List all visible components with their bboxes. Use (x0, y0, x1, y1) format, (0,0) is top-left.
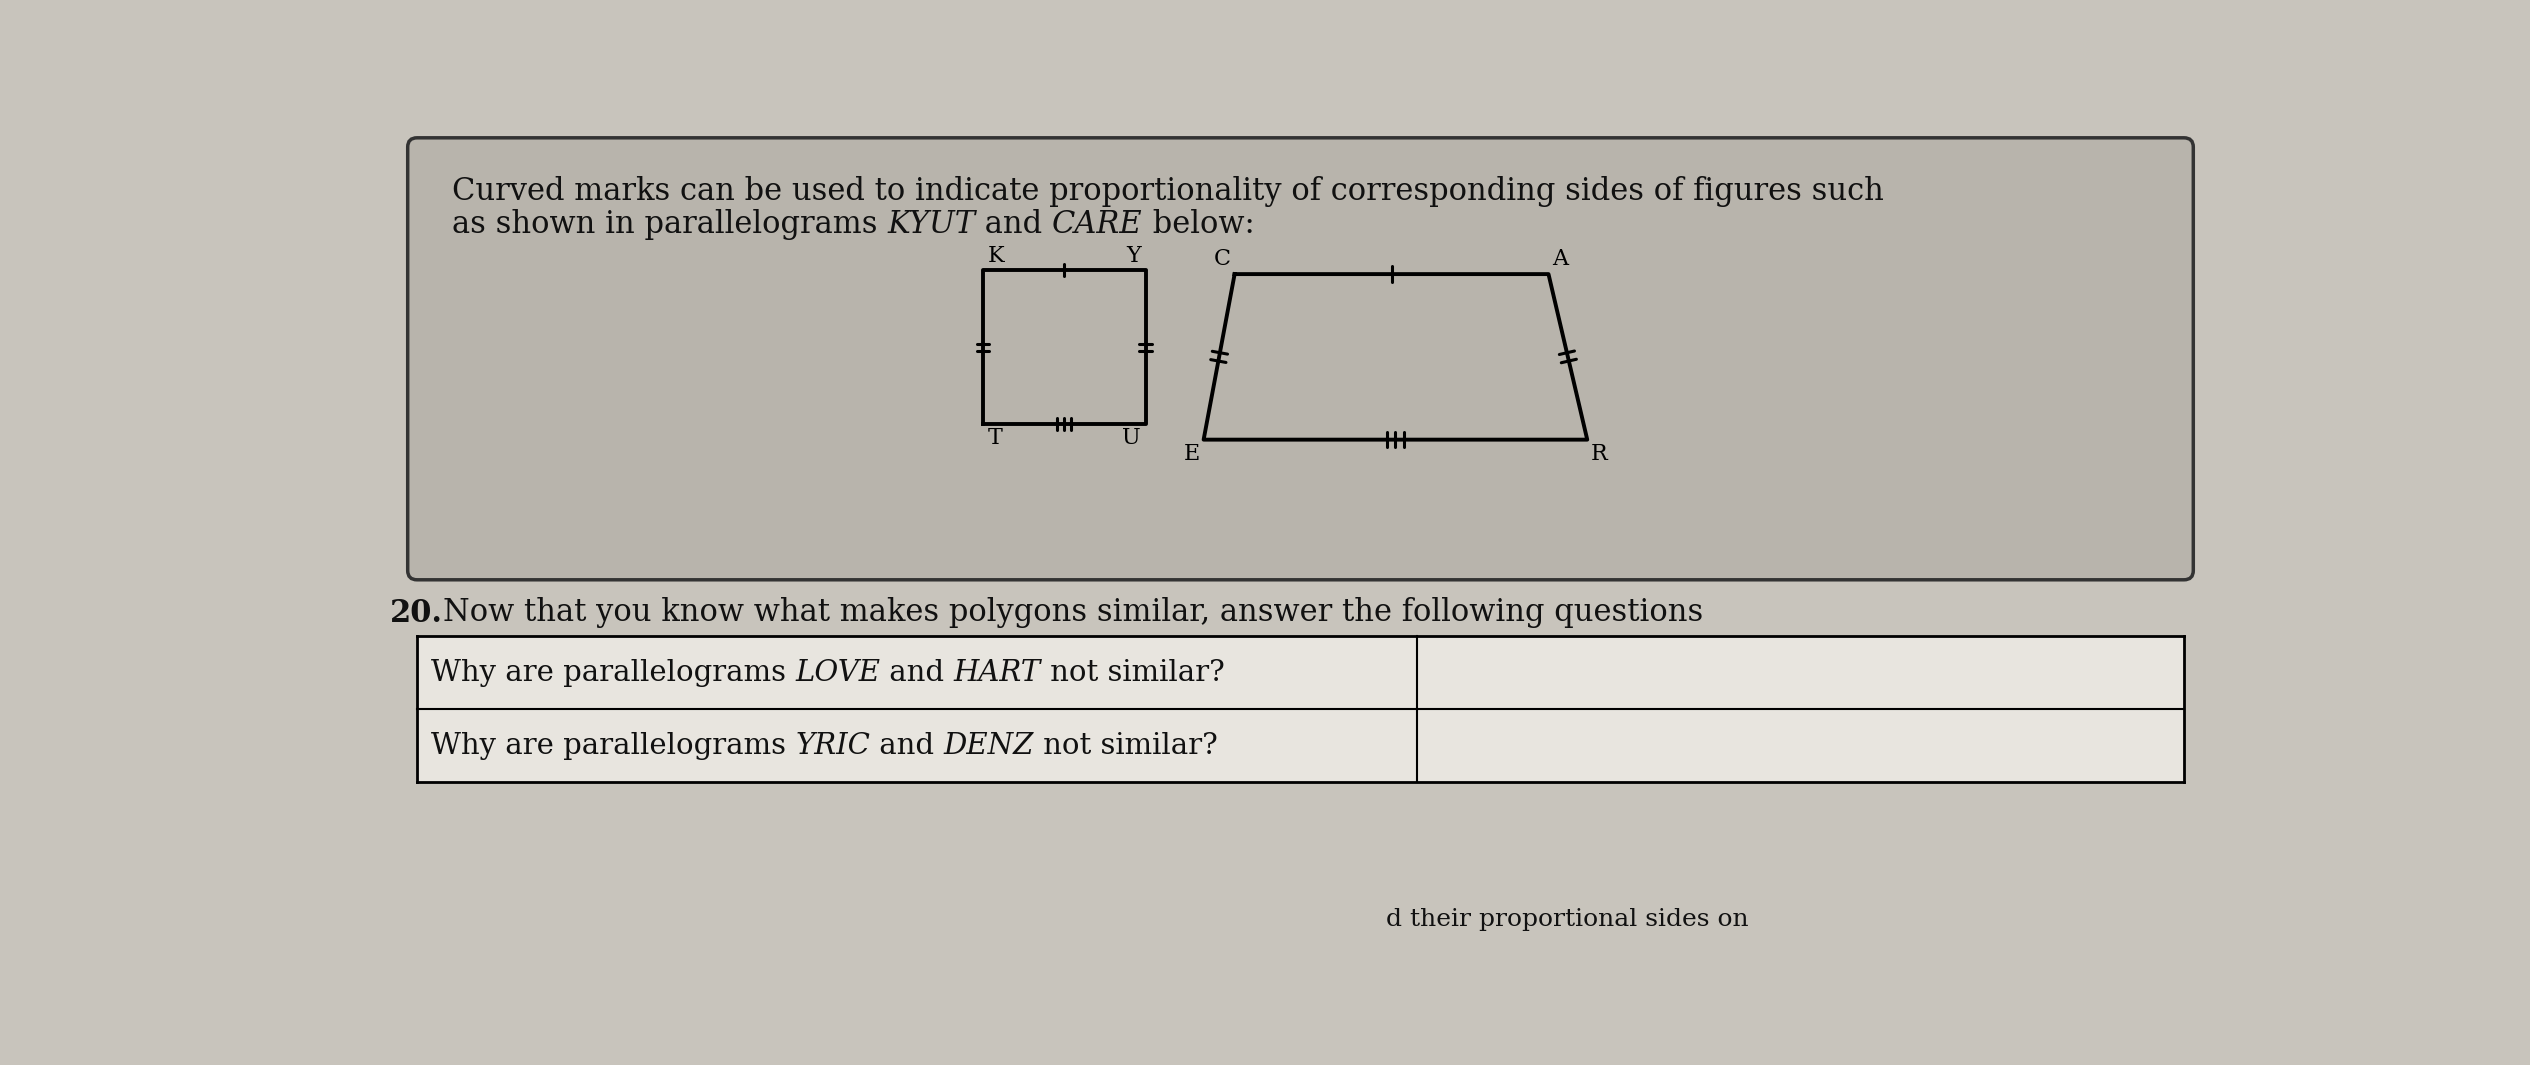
Text: not similar?: not similar? (1040, 658, 1225, 687)
Text: E: E (1184, 443, 1199, 465)
Text: Curved marks can be used to indicate proportionality of corresponding sides of f: Curved marks can be used to indicate pro… (453, 177, 1885, 208)
Text: KYUT: KYUT (888, 209, 974, 240)
Text: YRIC: YRIC (794, 732, 870, 759)
Bar (417, 636, 2183, 783)
Text: C: C (1214, 248, 1230, 271)
Text: and: and (870, 732, 944, 759)
Text: Why are parallelograms: Why are parallelograms (430, 732, 794, 759)
Text: and: and (880, 658, 954, 687)
Text: as shown in parallelograms: as shown in parallelograms (453, 209, 888, 240)
Text: HART: HART (954, 658, 1040, 687)
Text: T: T (987, 427, 1002, 449)
Text: R: R (1591, 443, 1609, 465)
Text: Y: Y (1126, 245, 1141, 267)
Text: Now that you know what makes polygons similar, answer the following questions: Now that you know what makes polygons si… (443, 597, 1703, 628)
Text: LOVE: LOVE (794, 658, 880, 687)
Text: and: and (974, 209, 1052, 240)
FancyBboxPatch shape (407, 137, 2194, 579)
Text: Why are parallelograms: Why are parallelograms (430, 658, 794, 687)
Text: A: A (1553, 248, 1569, 271)
Text: not similar?: not similar? (1035, 732, 1217, 759)
Text: below:: below: (1144, 209, 1255, 240)
Text: K: K (987, 245, 1004, 267)
Text: CARE: CARE (1052, 209, 1144, 240)
Text: d their proportional sides on: d their proportional sides on (1386, 907, 1748, 931)
Text: 20.: 20. (390, 597, 443, 628)
Text: U: U (1123, 427, 1141, 449)
Text: DENZ: DENZ (944, 732, 1035, 759)
